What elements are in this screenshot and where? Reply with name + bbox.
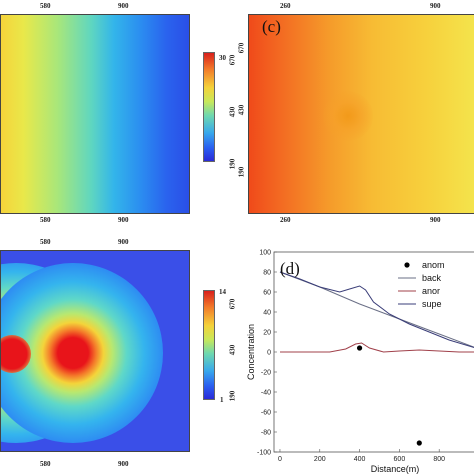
y-tick-label: 0 — [267, 350, 271, 357]
bottom-tick-c-1: 260 — [280, 216, 291, 224]
colorbar-e-tick-1: 670 — [228, 298, 237, 310]
point-anom — [356, 345, 363, 351]
legend-label-anom: anom — [422, 260, 445, 270]
y-axis-ticks: 100 80 60 40 20 0 -20 -40 -60 -80 -100 — [257, 250, 277, 457]
y-tick-label: -40 — [261, 390, 271, 397]
heatmap-e — [0, 250, 190, 452]
y-tick-label: -80 — [261, 430, 271, 437]
colorbar-e-tick-3: 190 — [228, 390, 237, 402]
panel-label-d: (d) — [280, 259, 300, 278]
y-axis-label: Concentration — [246, 324, 256, 380]
legend-label-anor: anor — [422, 286, 440, 296]
line-anor — [280, 342, 474, 353]
bottom-tick-a-1: 580 — [40, 216, 51, 224]
x-tick-label: 200 — [314, 456, 326, 463]
left-tick-c-1: 670 — [237, 42, 246, 54]
x-tick-label: 800 — [433, 456, 445, 463]
top-tick-a-2: 900 — [118, 2, 129, 10]
colorbar-e — [203, 290, 215, 400]
colorbar-a-tick-2: 430 — [228, 106, 237, 118]
top-tick-c-2: 900 — [430, 2, 441, 10]
colorbar-e-max: 14 — [219, 288, 226, 296]
x-tick-label: 400 — [354, 456, 366, 463]
hotspot-c — [323, 91, 373, 141]
point-anom — [416, 440, 422, 446]
left-tick-c-2: 430 — [237, 104, 246, 116]
heatmap-c — [248, 14, 474, 214]
legend-swatch-anom — [404, 262, 410, 268]
top-tick-e-2: 900 — [118, 238, 129, 246]
top-tick-e-1: 580 — [40, 238, 51, 246]
y-tick-label: 80 — [263, 270, 271, 277]
colorbar-e-min: 1 — [220, 396, 224, 404]
x-tick-label: 600 — [394, 456, 406, 463]
panel-e: 580 900 580 900 14 1 670 430 190 — [0, 238, 240, 474]
y-tick-label: -20 — [261, 370, 271, 377]
y-tick-label: -60 — [261, 410, 271, 417]
series-group — [279, 271, 474, 446]
x-axis-label: Distance(m) — [371, 464, 420, 474]
legend-label-back: back — [422, 273, 442, 283]
line-supe — [279, 271, 474, 349]
y-tick-label: -100 — [257, 450, 271, 457]
panel-label-c: (c) — [262, 17, 281, 36]
bottom-tick-e-2: 900 — [118, 460, 129, 468]
left-tick-c-3: 190 — [237, 166, 246, 178]
colorbar-a — [203, 52, 215, 162]
colorbar-a-tick-1: 670 — [228, 54, 237, 66]
y-tick-label: 40 — [263, 310, 271, 317]
colorbar-e-tick-2: 430 — [228, 344, 237, 356]
y-tick-label: 20 — [263, 330, 271, 337]
legend-label-supe: supe — [422, 299, 442, 309]
blob-e-left-core — [1, 335, 31, 373]
heatmap-a — [0, 14, 190, 214]
bottom-tick-c-2: 900 — [430, 216, 441, 224]
top-tick-a-1: 580 — [40, 2, 51, 10]
bottom-tick-e-1: 580 — [40, 460, 51, 468]
top-tick-c-1: 260 — [280, 2, 291, 10]
legend: anom back anor supe — [398, 260, 445, 309]
colorbar-a-tick-3: 190 — [228, 158, 237, 170]
panel-a: 580 900 580 900 30 670 430 190 — [0, 0, 240, 225]
y-tick-label: 100 — [259, 250, 271, 257]
panel-c: 260 900 670 430 190 (c) 260 900 — [237, 0, 474, 225]
x-axis-ticks: 0 200 400 600 800 — [278, 449, 445, 463]
bottom-tick-a-2: 900 — [118, 216, 129, 224]
x-tick-label: 0 — [278, 456, 282, 463]
y-tick-label: 60 — [263, 290, 271, 297]
colorbar-a-max: 30 — [219, 54, 226, 62]
